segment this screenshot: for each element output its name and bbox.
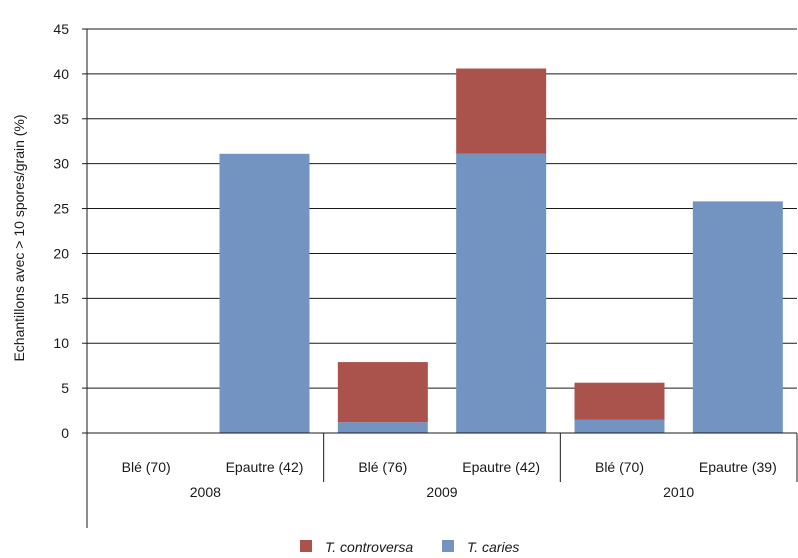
y-tick-label: 0 bbox=[61, 425, 69, 441]
bar-t-caries bbox=[692, 201, 783, 433]
category-label: Blé (70) bbox=[595, 459, 644, 475]
legend-label: T. controversa bbox=[325, 539, 413, 555]
legend: T. controversa T. caries bbox=[300, 539, 519, 555]
category-label: Blé (70) bbox=[122, 459, 171, 475]
y-tick-label: 30 bbox=[53, 156, 69, 172]
y-axis-label: Echantillons avec > 10 spores/grain (%) bbox=[11, 114, 27, 361]
category-label: Epautre (42) bbox=[462, 459, 540, 475]
axes bbox=[86, 29, 798, 528]
legend-label: T. caries bbox=[467, 539, 519, 555]
y-tick-label: 20 bbox=[53, 245, 69, 261]
y-tick-label: 10 bbox=[53, 335, 69, 351]
category-label: Epautre (39) bbox=[699, 459, 777, 475]
bar-t-caries bbox=[456, 153, 547, 433]
bar-t-controversa bbox=[456, 68, 547, 154]
bar-t-caries bbox=[219, 153, 310, 433]
bars bbox=[219, 68, 783, 433]
y-tick-label: 15 bbox=[53, 290, 69, 306]
bar-t-controversa bbox=[574, 382, 665, 420]
group-labels: 2008 2009 2010 bbox=[190, 484, 695, 500]
group-label: 2009 bbox=[426, 484, 457, 500]
bar-t-caries bbox=[574, 419, 665, 433]
y-tick-label: 5 bbox=[61, 380, 69, 396]
category-label: Blé (76) bbox=[358, 459, 407, 475]
y-tick-label: 25 bbox=[53, 201, 69, 217]
gridlines bbox=[87, 28, 797, 389]
bar-t-caries bbox=[337, 422, 428, 433]
group-label: 2010 bbox=[663, 484, 694, 500]
y-axis-ticks: 0 5 10 15 20 25 30 35 40 45 bbox=[53, 21, 87, 441]
y-tick-label: 45 bbox=[53, 21, 69, 37]
category-labels: Blé (70) Epautre (42) Blé (76) Epautre (42)… bbox=[122, 459, 777, 475]
group-label: 2008 bbox=[190, 484, 221, 500]
y-tick-label: 35 bbox=[53, 111, 69, 127]
category-label: Epautre (42) bbox=[226, 459, 304, 475]
y-tick-label: 40 bbox=[53, 66, 69, 82]
legend-swatch bbox=[442, 540, 454, 552]
legend-swatch bbox=[300, 540, 312, 552]
bar-t-controversa bbox=[337, 362, 428, 423]
